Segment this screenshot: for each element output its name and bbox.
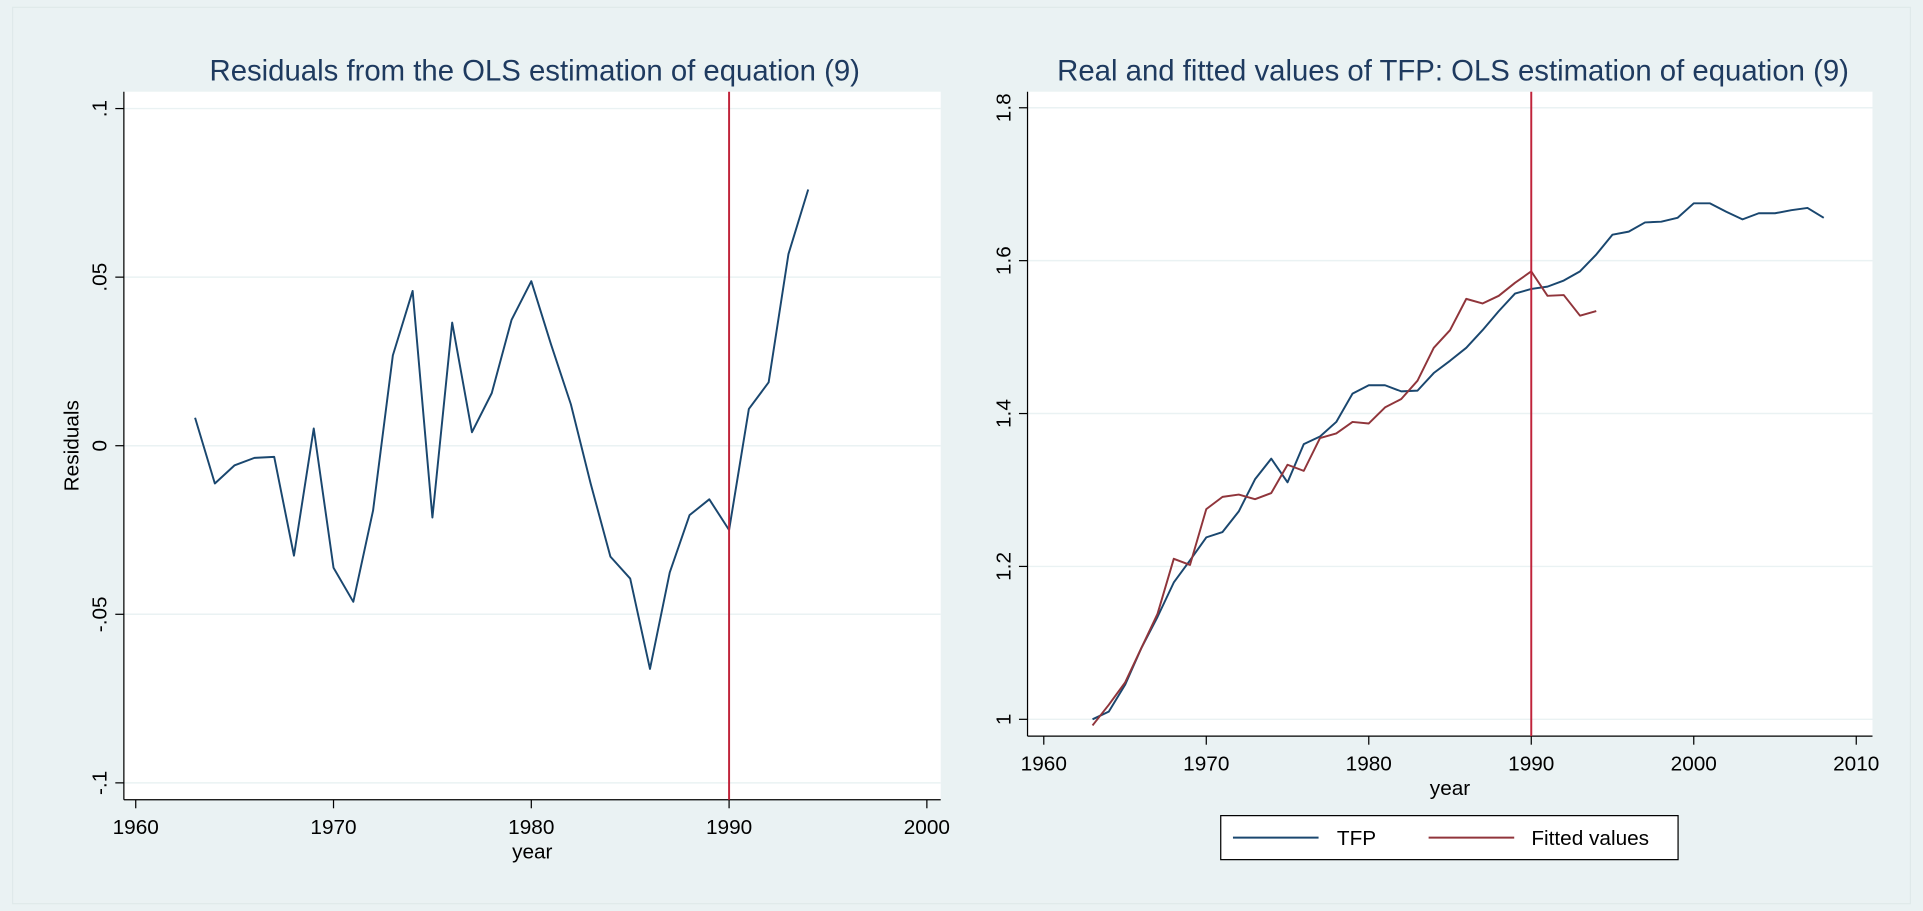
y-tick-label: -.05: [89, 596, 112, 632]
y-tick-label: -.1: [89, 771, 112, 795]
y-tick-label: 1.4: [992, 399, 1015, 428]
x-tick-label: 1960: [1021, 752, 1067, 775]
series-line: [1091, 270, 1597, 727]
x-tick-label: 1980: [508, 816, 554, 839]
y-tick-label: .05: [89, 263, 112, 292]
y-tick-label: 1.8: [992, 93, 1015, 122]
x-tick-label: 2000: [904, 816, 950, 839]
y-tick-label: 1: [992, 714, 1015, 726]
x-tick-label: 1990: [1508, 752, 1554, 775]
y-tick-label: 1.2: [992, 552, 1015, 581]
x-tick-label: 2010: [1833, 752, 1879, 775]
x-tick-label: 2000: [1671, 752, 1717, 775]
series-line: [1092, 202, 1825, 721]
chart-title: Residuals from the OLS estimation of equ…: [210, 55, 860, 88]
y-tick-label: .1: [89, 100, 112, 117]
x-tick-label: 1970: [1183, 752, 1229, 775]
y-tick-label: 0: [89, 440, 112, 452]
x-axis-label: year: [512, 840, 552, 863]
x-tick-label: 1980: [1346, 752, 1392, 775]
y-axis-label: Residuals: [61, 400, 84, 491]
x-tick-label: 1960: [113, 816, 159, 839]
x-axis-label: year: [1430, 777, 1470, 800]
y-tick-label: 1.6: [992, 246, 1015, 275]
x-tick-label: 1990: [706, 816, 752, 839]
legend-label: TFP: [1337, 827, 1376, 850]
legend-label: Fitted values: [1531, 827, 1649, 850]
x-tick-label: 1970: [310, 816, 356, 839]
series-line: [194, 189, 810, 670]
chart-title: Real and fitted values of TFP: OLS estim…: [1057, 55, 1849, 88]
